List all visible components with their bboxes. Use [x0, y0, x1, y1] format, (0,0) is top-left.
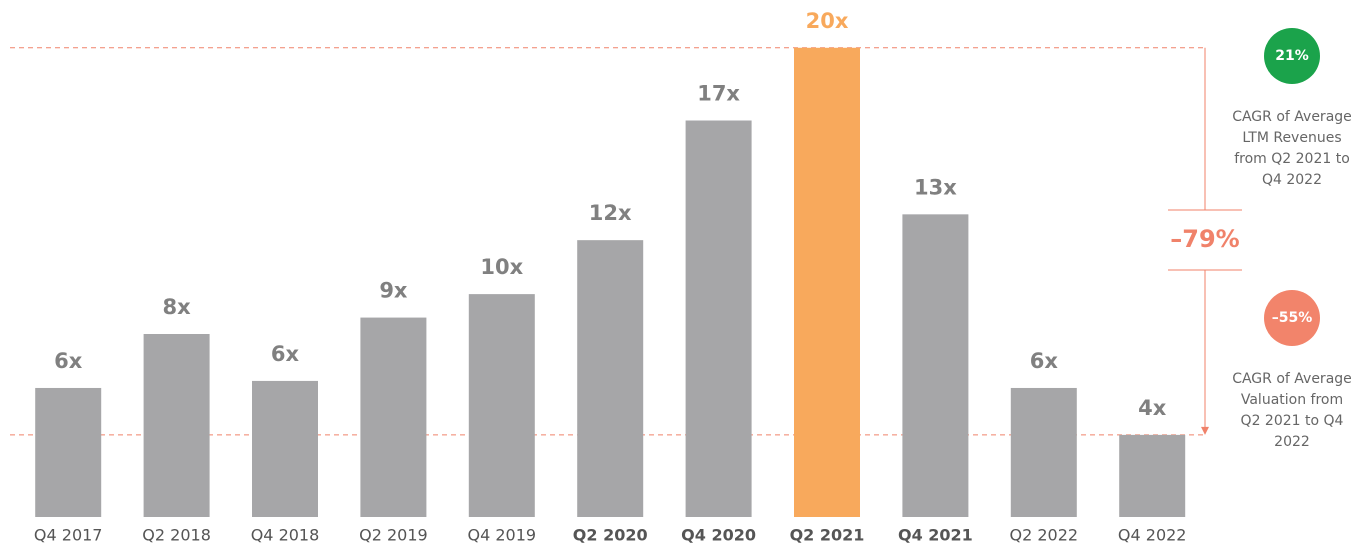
badge-label: –55%	[1272, 310, 1313, 326]
bar	[577, 240, 644, 517]
value-label: 20x	[806, 9, 849, 33]
x-tick-label: Q2 2018	[142, 526, 211, 545]
arrow-head	[1201, 426, 1209, 435]
bar	[1010, 387, 1077, 517]
x-tick-label: Q4 2021	[898, 526, 973, 545]
value-label: 10x	[480, 255, 523, 279]
badge-label: 21%	[1275, 48, 1309, 64]
value-label: 6x	[271, 342, 300, 366]
badge-text: Q4 2022	[1262, 172, 1322, 188]
bar	[468, 294, 535, 517]
bar	[35, 387, 102, 517]
value-label: 17x	[697, 82, 740, 106]
badge-text: Valuation from	[1241, 392, 1343, 408]
badge-text: CAGR of Average	[1232, 109, 1352, 125]
value-label: 6x	[1030, 349, 1059, 373]
x-tick-label: Q2 2020	[573, 526, 648, 545]
value-label: 13x	[914, 175, 957, 199]
badge	[1264, 290, 1320, 346]
badge-text: Q2 2021 to Q4	[1241, 413, 1344, 429]
change-label: –79%	[1170, 225, 1239, 253]
bar	[1119, 434, 1186, 517]
x-tick-label: Q2 2022	[1010, 526, 1079, 545]
badge-text: LTM Revenues	[1242, 130, 1341, 146]
badge	[1264, 28, 1320, 84]
bar	[685, 120, 752, 517]
value-label: 9x	[379, 279, 408, 303]
badge-text: from Q2 2021 to	[1234, 151, 1350, 167]
bar	[360, 317, 427, 517]
x-tick-label: Q4 2019	[468, 526, 537, 545]
value-label: 4x	[1138, 396, 1167, 420]
bar	[794, 47, 860, 518]
badge-text: CAGR of Average	[1232, 371, 1352, 387]
x-tick-label: Q4 2020	[681, 526, 756, 545]
value-label: 6x	[54, 349, 83, 373]
x-tick-label: Q4 2017	[34, 526, 103, 545]
bar	[143, 334, 210, 517]
x-tick-label: Q4 2018	[251, 526, 320, 545]
bar	[902, 214, 969, 517]
x-tick-label: Q4 2022	[1118, 526, 1187, 545]
x-tick-label: Q2 2019	[359, 526, 428, 545]
value-label: 8x	[163, 295, 192, 319]
x-tick-label: Q2 2021	[790, 526, 865, 545]
bar	[252, 380, 318, 517]
badge-text: 2022	[1274, 434, 1310, 450]
value-label: 12x	[589, 201, 632, 225]
